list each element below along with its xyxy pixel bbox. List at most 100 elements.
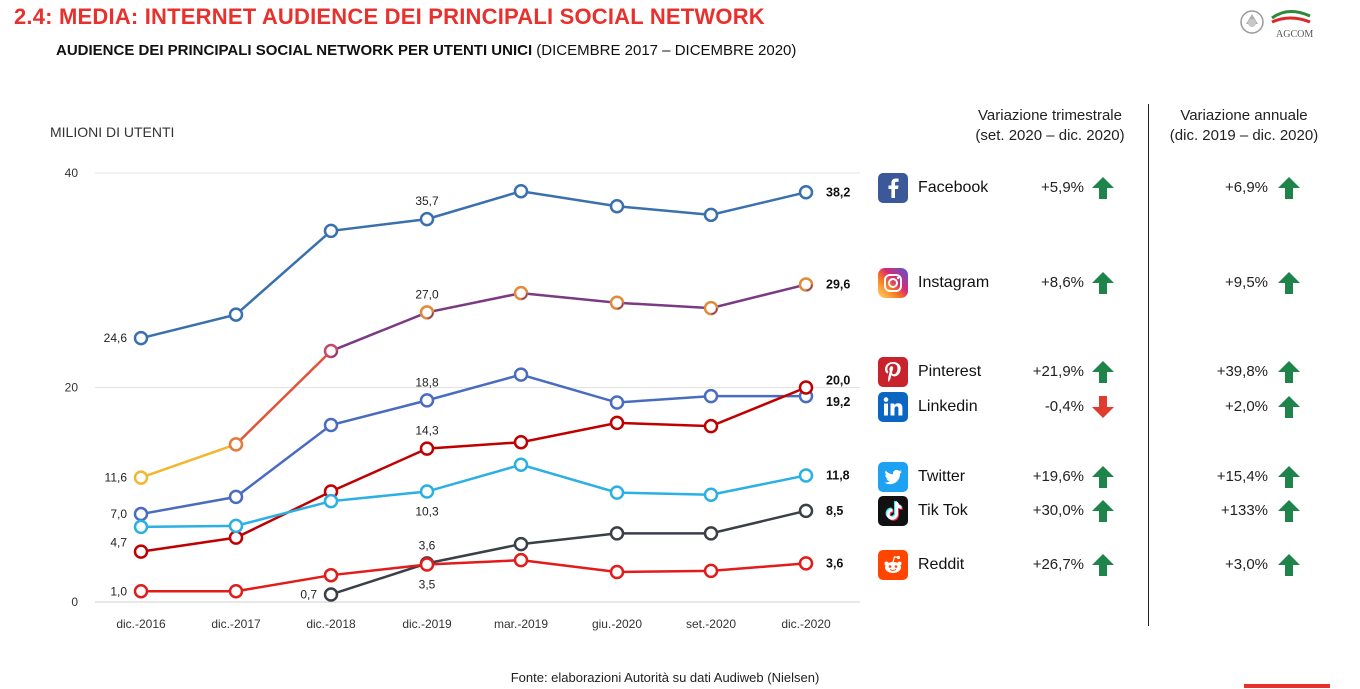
network-name: Pinterest (918, 363, 982, 380)
network-name: Tik Tok (918, 502, 968, 519)
data-point-reddit (609, 564, 625, 580)
data-point-tik-tok (609, 526, 625, 541)
annual-change-header: Variazione annuale (dic. 2019 – dic. 202… (1150, 106, 1338, 146)
data-point-tik-tok (798, 503, 814, 519)
table-row-pinterest: Pinterest +21,9% +39,8% (0, 355, 1360, 389)
data-point-linkedin (703, 388, 719, 404)
chart-lines (140, 189, 807, 596)
data-point-twitter (513, 457, 529, 472)
data-label-linkedin: 7,0 (110, 507, 127, 521)
data-point-pinterest (798, 380, 814, 395)
data-point-pinterest (419, 441, 435, 456)
arrow-up-icon (1276, 270, 1302, 296)
quarterly-change-value: +21,9% (1032, 363, 1084, 380)
data-point-twitter (228, 518, 244, 534)
facebook-icon (878, 173, 908, 203)
arrow-up-icon (1276, 552, 1302, 578)
data-point-ring-instagram (610, 296, 624, 310)
data-label-pinterest: 14,3 (415, 424, 439, 438)
data-point-facebook (323, 223, 339, 239)
y-tick-label: 20 (65, 381, 79, 395)
data-label-tik-tok: 8,5 (826, 504, 843, 518)
reddit-icon (878, 550, 908, 580)
series-line-reddit (141, 558, 807, 593)
data-point-ring-instagram (324, 344, 338, 358)
data-point-ring-instagram (514, 286, 528, 300)
annual-header-period: (dic. 2019 – dic. 2020) (1169, 127, 1319, 144)
data-label-linkedin: 18,8 (415, 375, 439, 389)
annual-change-value: +2,0% (1225, 398, 1268, 415)
agcom-logo: AGCOM (1238, 6, 1318, 40)
footer-accent-bar (1244, 684, 1330, 688)
data-point-reddit (798, 556, 814, 571)
data-label-reddit: 3,6 (826, 556, 843, 570)
data-label-twitter: 10,3 (415, 505, 439, 519)
data-point-reddit (133, 584, 149, 599)
data-point-reddit (323, 567, 339, 583)
y-tick-label: 40 (65, 166, 79, 180)
x-tick-label: set.-2020 (686, 617, 736, 631)
data-point-linkedin (609, 395, 625, 410)
arrow-up-icon (1276, 359, 1302, 385)
table-row-linkedin: Linkedin -0,4% +2,0% (0, 390, 1360, 424)
logo-text: AGCOM (1276, 29, 1313, 40)
source-note: Fonte: elaborazioni Autorità su dati Aud… (510, 670, 820, 685)
data-point-facebook (133, 330, 149, 346)
series-line-instagram (330, 283, 807, 353)
arrow-up-icon (1090, 464, 1116, 490)
arrow-up-icon (1090, 359, 1116, 385)
annual-change-value: +6,9% (1225, 179, 1268, 196)
y-axis-title: MILIONI DI UTENTI (50, 124, 174, 140)
data-label-facebook: 24,6 (104, 331, 128, 345)
pinterest-icon (878, 357, 908, 387)
arrow-down-icon (1090, 394, 1116, 420)
data-point-linkedin (419, 393, 435, 408)
linkedin-icon (878, 392, 908, 422)
subtitle-period: (DICEMBRE 2017 – DICEMBRE 2020) (532, 42, 797, 59)
x-tick-label: mar.-2019 (494, 617, 548, 631)
data-point-instagram (228, 437, 244, 452)
tiktok-icon (878, 496, 908, 526)
annual-change-value: +9,5% (1225, 274, 1268, 291)
line-chart: MILIONI DI UTENTI 0 20 40 24,6 35,7 38,2 11,6… (50, 124, 860, 631)
arrow-up-icon (1090, 552, 1116, 578)
quarterly-header-period: (set. 2020 – dic. 2020) (975, 127, 1125, 144)
quarterly-change-value: +30,0% (1032, 502, 1084, 519)
x-tick-label: dic.-2018 (306, 617, 356, 631)
series-line-linkedin (140, 373, 806, 516)
data-point-reddit (703, 563, 719, 579)
arrow-up-icon (1090, 270, 1116, 296)
subtitle-bold: AUDIENCE DEI PRINCIPALI SOCIAL NETWORK P… (56, 42, 533, 59)
network-name: Reddit (918, 556, 965, 573)
data-point-linkedin (513, 367, 529, 382)
data-point-reddit (228, 584, 244, 599)
twitter-icon (878, 462, 908, 492)
arrow-up-icon (1276, 394, 1302, 420)
arrow-up-icon (1276, 175, 1302, 201)
quarterly-header-title: Variazione trimestrale (978, 107, 1122, 124)
data-point-facebook (609, 198, 625, 214)
arrow-up-icon (1276, 498, 1302, 524)
data-label-instagram: 11,6 (105, 471, 128, 485)
data-point-linkedin (323, 417, 339, 433)
data-point-twitter (609, 485, 625, 500)
chart-points (133, 183, 814, 602)
column-divider (1148, 104, 1149, 626)
data-label-instagram: 27,0 (415, 287, 439, 301)
network-name: Facebook (918, 179, 989, 196)
table-row-facebook: Facebook +5,9% +6,9% (0, 171, 1360, 205)
data-point-instagram (133, 470, 149, 485)
quarterly-change-value: +26,7% (1032, 556, 1084, 573)
data-label-reddit: 3,5 (419, 577, 436, 591)
data-point-reddit (419, 557, 435, 572)
series-segment-instagram (235, 350, 332, 446)
x-tick-label: dic.-2016 (116, 617, 166, 631)
data-label-tik-tok: 0,7 (300, 587, 317, 601)
agcom-emblem-icon: AGCOM (1240, 10, 1313, 40)
x-tick-label: giu.-2020 (592, 617, 642, 631)
series-segment-instagram (140, 443, 237, 479)
quarterly-change-value: -0,4% (1044, 398, 1084, 415)
annual-change-value: +39,8% (1216, 363, 1268, 380)
network-name: Twitter (918, 468, 966, 485)
data-point-facebook (228, 307, 244, 322)
